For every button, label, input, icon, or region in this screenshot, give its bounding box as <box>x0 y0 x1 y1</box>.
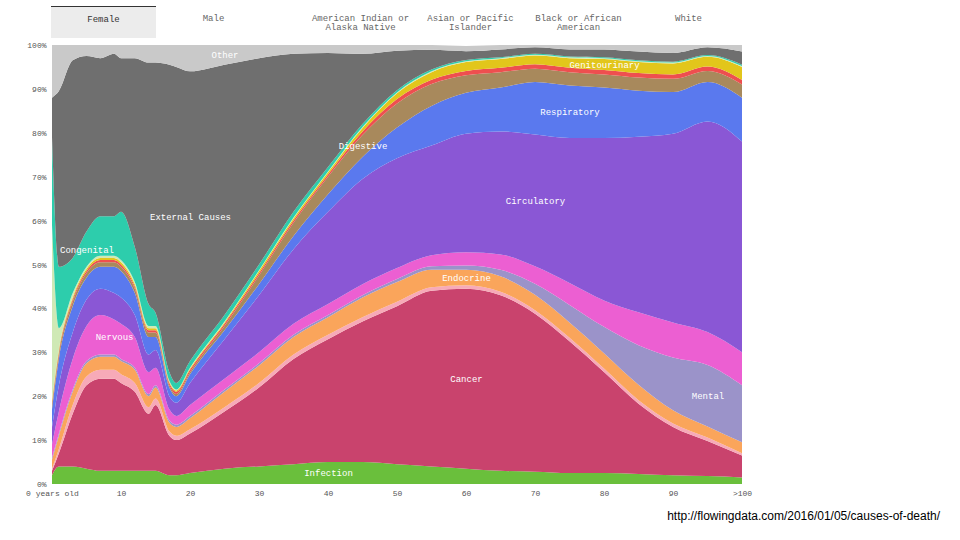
svg-text:100%: 100% <box>27 41 46 50</box>
html-text:American Indian or Alaska Nati: American Indian or Alaska Native <box>311 14 410 33</box>
svg-text:Endocrine: Endocrine <box>442 274 491 284</box>
svg-text:0 years old: 0 years old <box>26 489 79 498</box>
svg-text:Digestive: Digestive <box>339 142 388 152</box>
svg-text:40: 40 <box>324 489 334 498</box>
svg-text:80: 80 <box>600 489 610 498</box>
svg-text:>100: >100 <box>733 489 752 498</box>
svg-text:Cancer: Cancer <box>450 375 482 385</box>
svg-text:30%: 30% <box>32 348 47 357</box>
svg-text:20: 20 <box>186 489 196 498</box>
svg-text:Congenital: Congenital <box>60 246 114 256</box>
svg-text:Mental: Mental <box>692 392 724 402</box>
svg-text:90: 90 <box>669 489 679 498</box>
svg-text:Genitourinary: Genitourinary <box>569 61 640 71</box>
svg-text:60: 60 <box>462 489 472 498</box>
svg-text:90%: 90% <box>32 85 47 94</box>
html-text:White: White <box>675 14 702 24</box>
html-text:http://flowingdata.com/2016/01: http://flowingdata.com/2016/01/05/causes… <box>667 509 940 523</box>
svg-text:60%: 60% <box>32 217 47 226</box>
svg-text:Infection: Infection <box>304 469 353 479</box>
html-text:Black or African American: Black or African American <box>535 14 622 33</box>
html-text:Male: Male <box>202 14 225 24</box>
svg-text:10%: 10% <box>32 436 47 445</box>
svg-text:70: 70 <box>531 489 541 498</box>
svg-text:20%: 20% <box>32 392 47 401</box>
svg-text:Other: Other <box>211 51 238 61</box>
svg-text:30: 30 <box>255 489 265 498</box>
svg-text:50: 50 <box>393 489 403 498</box>
svg-text:External Causes: External Causes <box>150 213 231 223</box>
svg-text:Respiratory: Respiratory <box>540 108 600 118</box>
svg-text:40%: 40% <box>32 304 47 313</box>
svg-text:70%: 70% <box>32 173 47 182</box>
svg-text:10: 10 <box>117 489 127 498</box>
svg-text:Nervous: Nervous <box>96 333 134 343</box>
svg-text:0%: 0% <box>37 480 47 489</box>
svg-text:50%: 50% <box>32 261 47 270</box>
html-text:Asian or Pacific Islander: Asian or Pacific Islander <box>427 14 514 33</box>
html-text:Female: Female <box>87 15 120 25</box>
svg-text:80%: 80% <box>32 129 47 138</box>
svg-text:Circulatory: Circulatory <box>506 197 566 207</box>
